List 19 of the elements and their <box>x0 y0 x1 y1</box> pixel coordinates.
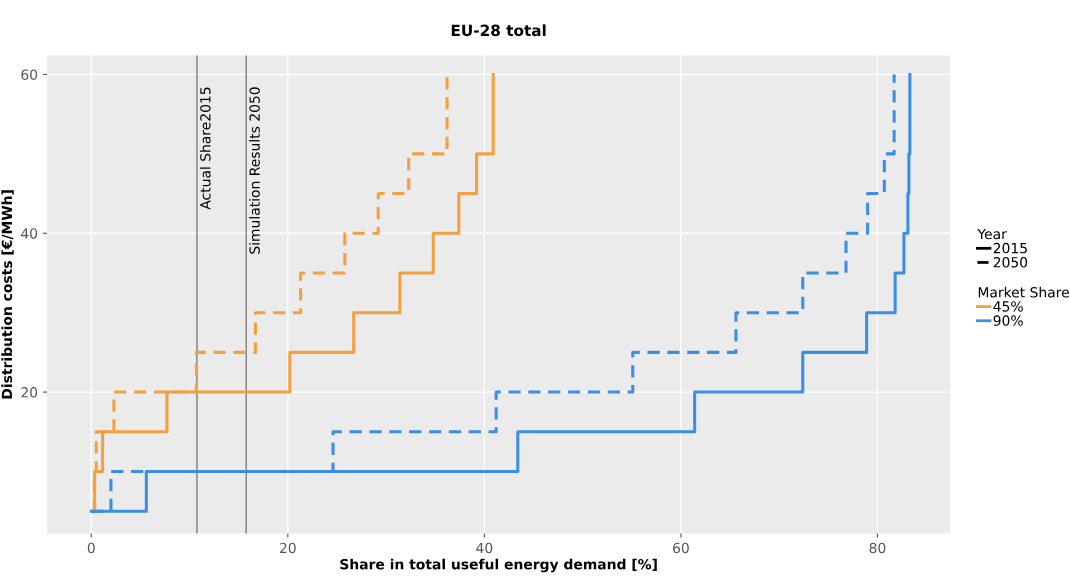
legend-label: 45% <box>993 301 1023 312</box>
x-tick-label: 60 <box>673 542 689 554</box>
y-tick-label: 60 <box>21 69 38 80</box>
legend-label: 2015 <box>993 242 1027 254</box>
text: Year <box>977 228 1007 240</box>
x-tick-label: 0 <box>87 542 95 554</box>
legend-label: 90% <box>993 315 1023 326</box>
legend-label: 2050 <box>993 257 1028 268</box>
text: Market Share <box>978 286 1069 298</box>
y-tick-label: 20 <box>21 387 38 398</box>
x-tick-label: 40 <box>476 542 493 554</box>
chart-title: EU-28 total <box>451 24 546 37</box>
y-tick-label: 40 <box>21 228 38 239</box>
x-tick-label: 80 <box>869 542 886 554</box>
ref-line-label: Simulation Results 2050 <box>249 87 260 254</box>
ref-line-label: Actual Share2015 <box>199 87 211 210</box>
x-tick-label: 20 <box>280 542 296 554</box>
y-axis-title: Distribution costs [€/MWh] <box>1 190 14 399</box>
x-axis-title: Share in total useful energy demand [%] <box>340 558 657 573</box>
